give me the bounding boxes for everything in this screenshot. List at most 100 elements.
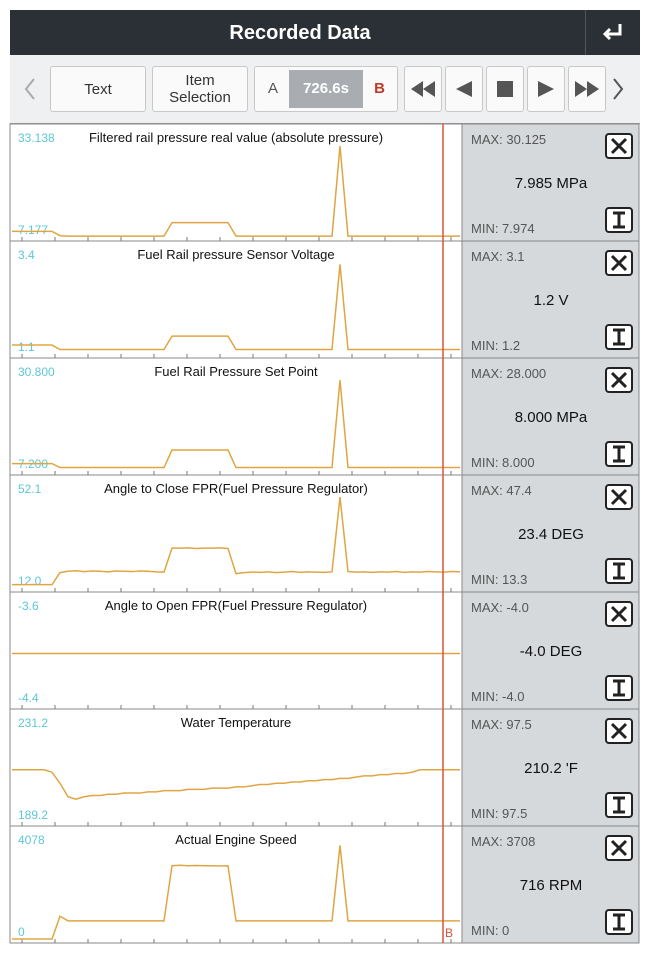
- y-min-label: 7.177: [18, 223, 48, 237]
- plot-background: [9, 123, 463, 242]
- close-icon: [610, 722, 628, 740]
- min-label: MIN: 13.3: [471, 572, 527, 587]
- cursor-label: B: [445, 926, 453, 940]
- trace: [12, 496, 461, 586]
- info-button[interactable]: [605, 558, 633, 584]
- min-label: MIN: -4.0: [471, 689, 524, 704]
- panel-title: Actual Engine Speed: [175, 832, 296, 847]
- info-icon: [613, 913, 625, 931]
- toolbar: Text Item Selection A 726.6s B: [10, 55, 640, 124]
- close-icon: [610, 605, 628, 623]
- y-min-label: 1.1: [18, 340, 35, 354]
- ab-control: A 726.6s B: [254, 66, 398, 112]
- min-label: MIN: 0: [471, 923, 509, 938]
- current-value: 716 RPM: [520, 877, 583, 894]
- min-label: MIN: 1.2: [471, 338, 520, 353]
- min-label: MIN: 97.5: [471, 806, 527, 821]
- current-value: 7.985 MPa: [515, 175, 588, 192]
- current-value: 1.2 V: [533, 292, 568, 309]
- y-max-label: 4078: [18, 833, 45, 847]
- panel-title: Fuel Rail pressure Sensor Voltage: [137, 247, 334, 262]
- max-label: MAX: -4.0: [471, 600, 529, 615]
- marker-a[interactable]: A: [268, 80, 279, 97]
- info-button[interactable]: [605, 324, 633, 350]
- plot-background: [9, 591, 463, 710]
- current-value: -4.0 DEG: [520, 643, 583, 660]
- trace: [12, 145, 460, 237]
- info-icon: [613, 211, 625, 229]
- close-button[interactable]: [605, 250, 633, 276]
- y-max-label: 30.800: [18, 365, 55, 379]
- close-button[interactable]: [605, 484, 633, 510]
- close-icon: [610, 137, 628, 155]
- panel-title: Water Temperature: [181, 715, 292, 730]
- min-label: MIN: 8.000: [471, 455, 535, 470]
- max-label: MAX: 30.125: [471, 132, 546, 147]
- info-icon: [613, 562, 625, 580]
- panel-title: Filtered rail pressure real value (absol…: [89, 130, 383, 145]
- trace: [12, 380, 460, 469]
- current-value: 23.4 DEG: [518, 526, 584, 543]
- back-icon: [602, 24, 622, 41]
- trace: [12, 264, 460, 351]
- panel-title: Angle to Close FPR(Fuel Pressure Regulat…: [104, 481, 368, 496]
- info-icon: [613, 445, 625, 463]
- trace: [12, 769, 460, 800]
- step-back-button[interactable]: [445, 66, 483, 112]
- max-label: MAX: 3708: [471, 834, 535, 849]
- y-max-label: 231.2: [18, 716, 48, 730]
- close-icon: [610, 371, 628, 389]
- text-button[interactable]: Text: [50, 66, 146, 112]
- info-icon: [613, 796, 625, 814]
- prev-arrow[interactable]: [22, 77, 38, 101]
- info-button[interactable]: [605, 207, 633, 233]
- close-icon: [610, 488, 628, 506]
- y-max-label: 33.138: [18, 131, 55, 145]
- max-label: MAX: 47.4: [471, 483, 532, 498]
- close-icon: [610, 254, 628, 272]
- close-button[interactable]: [605, 367, 633, 393]
- fast-forward-button[interactable]: [568, 66, 606, 112]
- max-label: MAX: 97.5: [471, 717, 532, 732]
- next-arrow[interactable]: [610, 77, 626, 101]
- y-max-label: 3.4: [18, 248, 35, 262]
- close-button[interactable]: [605, 601, 633, 627]
- info-button[interactable]: [605, 441, 633, 467]
- max-label: MAX: 28.000: [471, 366, 546, 381]
- y-max-label: -3.6: [18, 599, 39, 613]
- close-button[interactable]: [605, 835, 633, 861]
- header: Recorded Data: [10, 10, 640, 55]
- rewind-button[interactable]: [404, 66, 442, 112]
- y-max-label: 52.1: [18, 482, 42, 496]
- header-title: Recorded Data: [229, 22, 371, 44]
- max-label: MAX: 3.1: [471, 249, 524, 264]
- stop-button[interactable]: [486, 66, 524, 112]
- item-selection-button[interactable]: Item Selection: [152, 66, 248, 112]
- plot-background: [9, 708, 463, 827]
- back-button[interactable]: [585, 10, 640, 55]
- current-value: 8.000 MPa: [515, 409, 588, 426]
- close-icon: [610, 839, 628, 857]
- info-button[interactable]: [605, 675, 633, 701]
- y-min-label: 0: [18, 925, 25, 939]
- play-button[interactable]: [527, 66, 565, 112]
- marker-b[interactable]: B: [374, 80, 385, 97]
- info-icon: [613, 679, 625, 697]
- current-value: 210.2 'F: [524, 760, 578, 777]
- info-button[interactable]: [605, 792, 633, 818]
- panel-title: Fuel Rail Pressure Set Point: [154, 364, 318, 379]
- y-min-label: 12.0: [18, 574, 42, 588]
- trace: [12, 845, 460, 940]
- min-label: MIN: 7.974: [471, 221, 535, 236]
- info-icon: [613, 328, 625, 346]
- panel-title: Angle to Open FPR(Fuel Pressure Regulato…: [105, 598, 367, 613]
- plot-background: [9, 825, 463, 944]
- time-display: 726.6s: [289, 70, 363, 108]
- info-button[interactable]: [605, 909, 633, 935]
- close-button[interactable]: [605, 718, 633, 744]
- y-min-label: -4.4: [18, 691, 39, 705]
- y-min-label: 189.2: [18, 808, 48, 822]
- close-button[interactable]: [605, 133, 633, 159]
